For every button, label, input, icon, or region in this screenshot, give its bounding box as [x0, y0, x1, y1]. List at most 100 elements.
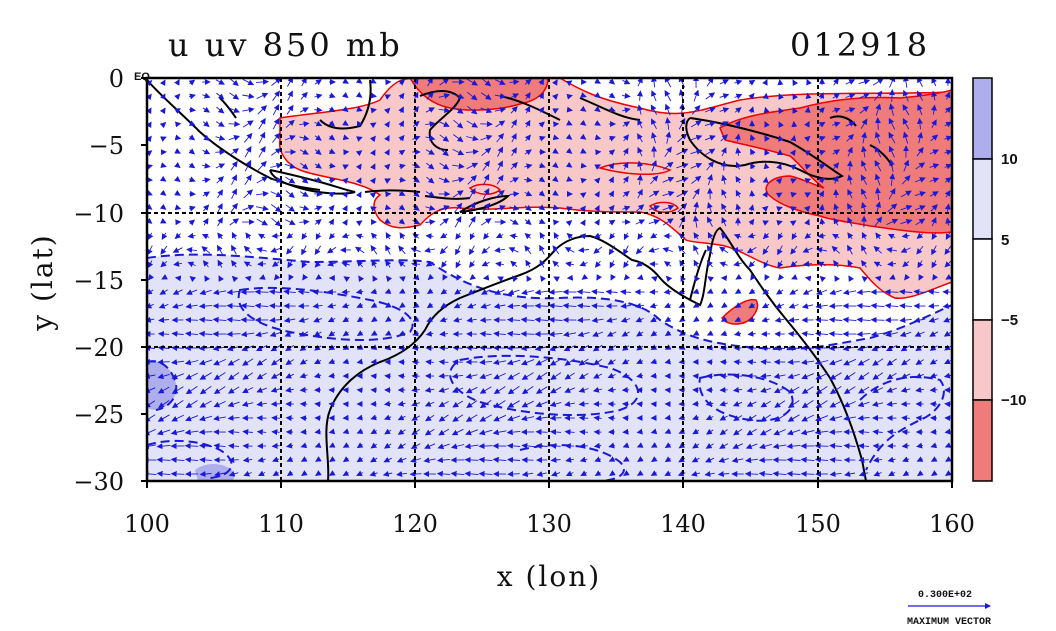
wind-vector [608, 190, 614, 198]
wind-vector [565, 147, 573, 154]
wind-vector [929, 177, 940, 183]
map-date: 012918 [790, 26, 930, 64]
wind-vector [651, 159, 657, 172]
wind-vector [184, 442, 199, 449]
wind-vector [202, 134, 210, 141]
wind-vector [875, 232, 882, 240]
wind-vector [861, 160, 867, 172]
wind-vector [157, 330, 170, 337]
wind-vector [775, 192, 783, 199]
wind-vector [764, 148, 770, 156]
wind-vector [524, 119, 531, 128]
wind-vector [425, 107, 435, 113]
wind-vector [693, 244, 699, 255]
wind-vector [649, 190, 660, 198]
wind-vector [355, 78, 363, 84]
wind-vector [399, 232, 406, 240]
wind-vector [887, 203, 898, 213]
wind-vector [287, 260, 294, 269]
wind-vector [931, 232, 938, 240]
wind-vector [636, 401, 643, 408]
wind-vector [217, 189, 224, 199]
wind-vector [524, 245, 532, 255]
wind-vector [777, 260, 784, 269]
wind-vector [902, 89, 909, 102]
wind-vector [198, 429, 213, 436]
wind-vector [453, 119, 464, 129]
y-tick-label: −25 [73, 401, 124, 429]
wind-vector [538, 78, 544, 86]
wind-vector [495, 79, 506, 85]
wind-vector [578, 247, 590, 253]
wind-vector [593, 232, 602, 239]
wind-vector [426, 91, 434, 100]
wind-vector [873, 261, 882, 268]
wind-vector [594, 191, 600, 198]
wind-vector [818, 177, 826, 184]
wind-vector [719, 246, 729, 254]
wind-vector [285, 204, 295, 212]
wind-vector [355, 233, 364, 240]
wind-vector [719, 107, 730, 114]
wind-vector [356, 260, 364, 268]
wind-vector [847, 188, 853, 199]
wind-vector [369, 122, 377, 129]
wind-vector [244, 174, 252, 186]
x-tick-label: 110 [258, 510, 304, 538]
wind-vector [637, 104, 643, 115]
wind-vector [159, 121, 167, 129]
y-tick-label: −30 [73, 468, 124, 496]
wind-vector [370, 107, 377, 114]
wind-vector [258, 233, 266, 240]
wind-vector [452, 163, 465, 170]
wind-vector [858, 79, 871, 85]
wind-vector [690, 120, 702, 128]
wind-vector [818, 190, 825, 198]
wind-vector [901, 415, 910, 422]
wind-vector [469, 232, 476, 241]
wind-vector [817, 232, 826, 239]
wind-vector [160, 245, 168, 255]
reference-vector-label: MAXIMUM VECTOR [907, 617, 991, 628]
wind-vector [438, 93, 451, 99]
wind-vector [944, 163, 952, 170]
wind-vector [663, 161, 674, 170]
wind-vector [398, 149, 406, 156]
wind-vector [425, 260, 434, 267]
wind-vector [565, 80, 573, 87]
wind-vector [735, 189, 742, 198]
wind-vector [187, 261, 196, 268]
wind-vector [188, 93, 196, 100]
wind-vector [790, 206, 797, 212]
wind-vector [482, 160, 490, 172]
wind-vector [242, 93, 255, 100]
wind-vector [455, 260, 462, 269]
y-tick-label: −5 [89, 132, 124, 160]
wind-vector [818, 204, 825, 212]
wind-vector [384, 135, 390, 142]
wind-vector [622, 78, 631, 85]
wind-vector [370, 206, 377, 212]
colorbar: 10 5 −5 −10 [972, 77, 1026, 482]
wind-vector [552, 260, 560, 268]
wind-vector [511, 147, 517, 157]
wind-vector [552, 219, 560, 226]
wind-vector [439, 246, 448, 255]
wind-vector [914, 177, 926, 183]
wind-vector [538, 204, 546, 211]
wind-vector [425, 121, 436, 128]
wind-vector [721, 203, 727, 213]
wind-vector [481, 147, 492, 157]
wind-vector [719, 261, 728, 268]
wind-vector [748, 204, 755, 211]
wind-vector [342, 78, 349, 84]
wind-vector [861, 231, 868, 240]
wind-vector [397, 373, 406, 380]
wind-vector [216, 106, 225, 114]
wind-vector [552, 79, 558, 86]
wind-vector [440, 232, 448, 239]
wind-vector [704, 107, 716, 113]
wind-vector [287, 90, 293, 101]
wind-vector [217, 203, 223, 213]
wind-vector [845, 79, 856, 85]
